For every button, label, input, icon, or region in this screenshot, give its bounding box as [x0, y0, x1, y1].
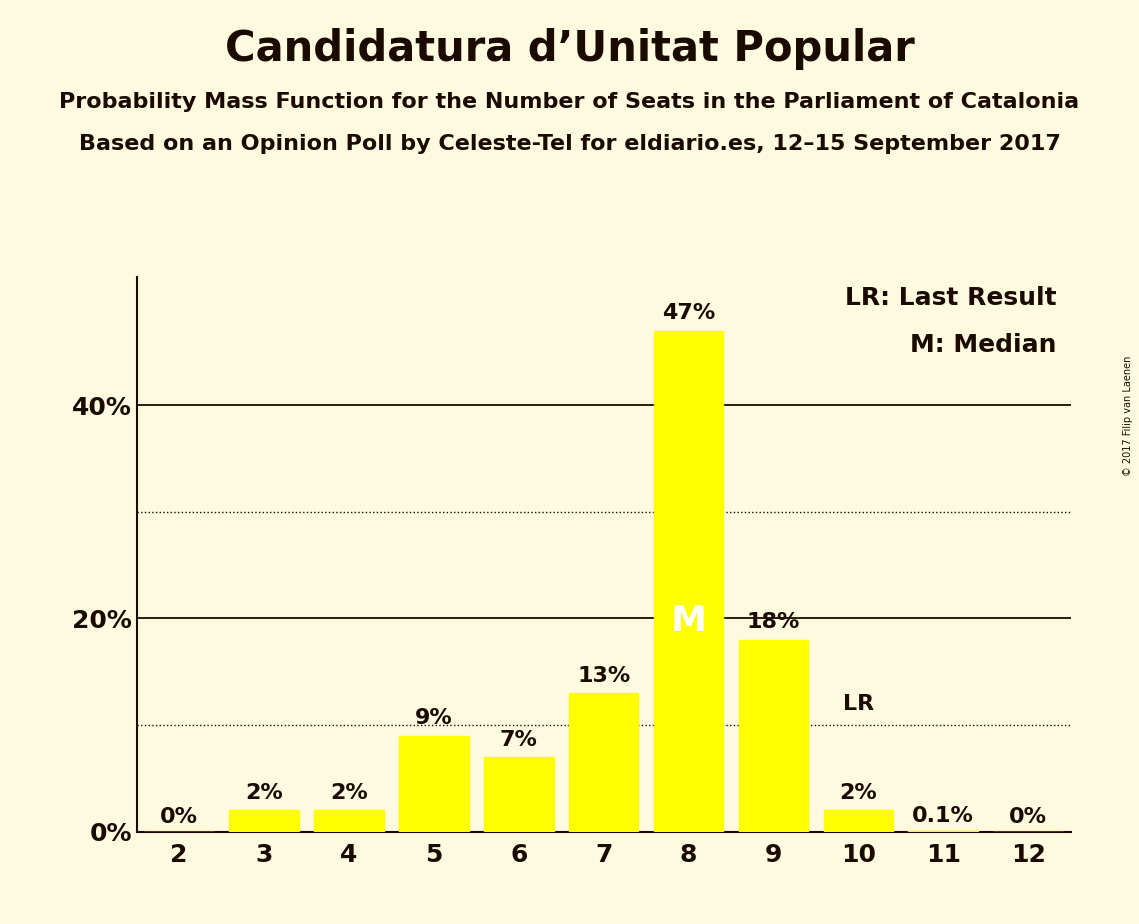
- Text: 9%: 9%: [415, 708, 452, 728]
- Bar: [484, 757, 554, 832]
- Text: Candidatura d’Unitat Popular: Candidatura d’Unitat Popular: [224, 28, 915, 69]
- Bar: [654, 331, 723, 832]
- Text: 7%: 7%: [500, 730, 538, 749]
- Text: 2%: 2%: [839, 783, 877, 803]
- Bar: [823, 810, 893, 832]
- Bar: [229, 810, 298, 832]
- Text: 13%: 13%: [577, 665, 630, 686]
- Text: Probability Mass Function for the Number of Seats in the Parliament of Catalonia: Probability Mass Function for the Number…: [59, 92, 1080, 113]
- Text: LR: LR: [843, 694, 874, 714]
- Text: M: M: [671, 604, 706, 638]
- Bar: [739, 639, 809, 832]
- Text: 0.1%: 0.1%: [912, 807, 974, 826]
- Text: © 2017 Filip van Laenen: © 2017 Filip van Laenen: [1123, 356, 1133, 476]
- Text: 47%: 47%: [662, 303, 715, 323]
- Bar: [568, 693, 639, 832]
- Bar: [399, 736, 468, 832]
- Text: Based on an Opinion Poll by Celeste-Tel for eldiario.es, 12–15 September 2017: Based on an Opinion Poll by Celeste-Tel …: [79, 134, 1060, 154]
- Text: 18%: 18%: [747, 613, 801, 632]
- Bar: [909, 831, 978, 832]
- Text: M: Median: M: Median: [910, 333, 1057, 357]
- Text: 2%: 2%: [245, 783, 282, 803]
- Text: LR: Last Result: LR: Last Result: [845, 286, 1057, 310]
- Text: 0%: 0%: [161, 808, 198, 827]
- Bar: [314, 810, 384, 832]
- Text: 0%: 0%: [1009, 808, 1047, 827]
- Text: 2%: 2%: [330, 783, 368, 803]
